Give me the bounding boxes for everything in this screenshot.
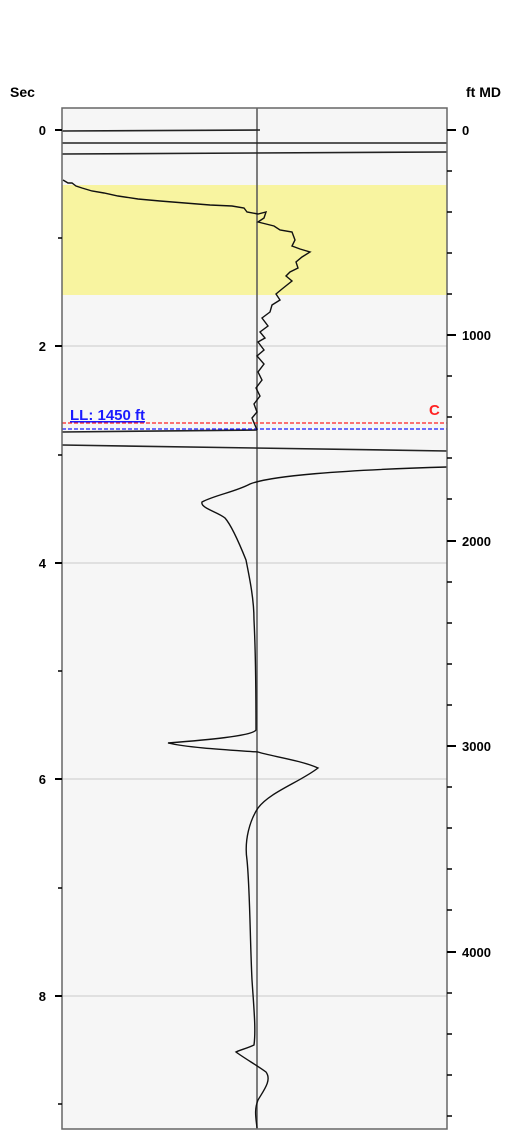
right-axis-title: ft MD — [466, 84, 501, 100]
right-axis-major-ticks — [447, 129, 456, 953]
left-axis-major-ticks — [55, 129, 62, 997]
left-tick-label: 4 — [39, 556, 47, 571]
right-tick-label: 1000 — [462, 328, 491, 343]
left-axis-minor-ticks — [58, 237, 62, 1105]
left-axis-title: Sec — [10, 84, 35, 100]
event-line — [61, 151, 448, 155]
event-line — [61, 429, 258, 433]
c-annotation: C — [429, 402, 440, 419]
event-line — [61, 444, 448, 452]
right-tick-label: 4000 — [462, 945, 491, 960]
right-tick-label: 2000 — [462, 534, 491, 549]
log-trace-lower — [167, 466, 448, 1129]
event-lines — [61, 129, 448, 452]
highlight-band — [62, 185, 447, 295]
grid-lines — [62, 345, 447, 997]
left-tick-label: 8 — [39, 989, 46, 1004]
plot-frame — [61, 107, 448, 1130]
ll-annotation: LL: 1450 ft — [70, 407, 145, 424]
left-tick-label: 6 — [39, 772, 46, 787]
right-tick-label: 3000 — [462, 739, 491, 754]
right-axis-minor-ticks — [447, 170, 452, 1117]
left-tick-label: 0 — [39, 123, 46, 138]
right-tick-label: 0 — [462, 123, 469, 138]
left-tick-label: 2 — [39, 339, 46, 354]
event-line — [61, 129, 261, 132]
log-trace-upper — [62, 179, 312, 431]
